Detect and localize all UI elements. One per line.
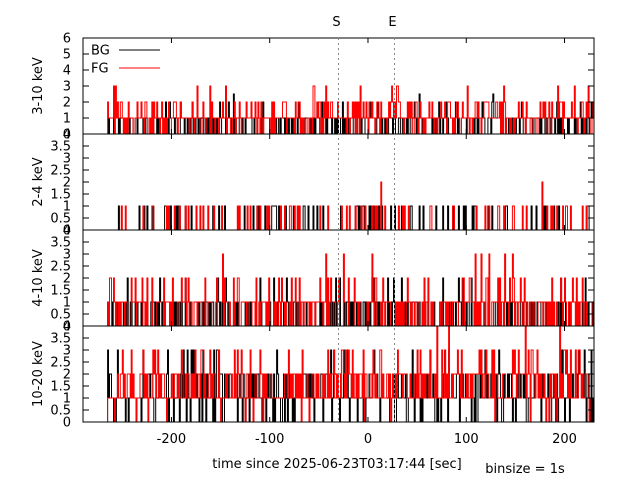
- y-tick-label: 3: [63, 248, 71, 263]
- y-tick-label: 0: [63, 320, 71, 335]
- series-fg-panel-1: [107, 181, 594, 231]
- x-axis-label: time since 2025-06-23T03:17:44 [sec]: [212, 457, 461, 472]
- series-fg-panel-3: [107, 325, 595, 423]
- y-tick-label: 4: [63, 64, 71, 79]
- panel-ylabel: 10-20 keV: [31, 341, 46, 407]
- x-tick-label: 0: [364, 432, 372, 447]
- panel-2-curves: [107, 253, 594, 327]
- y-tick-label: 3: [63, 152, 71, 167]
- panel-ylabel: 4-10 keV: [31, 249, 46, 307]
- y-tick-label: 0.5: [50, 212, 71, 227]
- y-tick-label: 2.5: [50, 260, 71, 275]
- panel-ylabel: 3-10 keV: [31, 57, 46, 115]
- marker-label-s: S: [332, 15, 340, 30]
- binsize-label: binsize = 1s: [485, 462, 565, 477]
- y-tick-label: 2: [63, 96, 71, 111]
- panel-ylabel: 2-4 keV: [31, 157, 46, 206]
- light-curves: [107, 85, 595, 423]
- y-tick-label: 2: [63, 368, 71, 383]
- panel-3-curves: [107, 325, 595, 423]
- y-tick-label: 1: [63, 296, 71, 311]
- y-tick-label: 3.5: [50, 140, 71, 155]
- y-tick-label: 3: [63, 344, 71, 359]
- legend-label-fg: FG: [91, 62, 109, 77]
- y-tick-label: 6: [63, 32, 71, 47]
- y-tick-label: 1: [63, 392, 71, 407]
- y-tick-label: 2.5: [50, 164, 71, 179]
- y-tick-label: 0: [63, 416, 71, 431]
- y-tick-label: 4: [63, 128, 71, 143]
- y-tick-label: 0: [63, 224, 71, 239]
- y-tick-label: 0: [63, 128, 71, 143]
- y-tick-label: 4: [63, 320, 71, 335]
- panel-0-curves: [107, 85, 595, 135]
- y-tick-label: 1: [63, 112, 71, 127]
- y-tick-label: 2: [63, 272, 71, 287]
- y-tick-label: 1.5: [50, 284, 71, 299]
- panel-1-curves: [107, 181, 594, 231]
- y-tick-label: 5: [63, 48, 71, 63]
- y-tick-label: 2: [63, 176, 71, 191]
- y-tick-label: 1: [63, 200, 71, 215]
- y-tick-label: 3.5: [50, 236, 71, 251]
- y-tick-label: 1.5: [50, 380, 71, 395]
- y-tick-label: 3: [63, 80, 71, 95]
- y-tick-label: 1.5: [50, 188, 71, 203]
- y-tick-label: 0.5: [50, 308, 71, 323]
- y-tick-label: 2.5: [50, 356, 71, 371]
- legend: BG FG: [91, 44, 160, 77]
- series-fg-panel-0: [107, 85, 595, 135]
- y-tick-label: 0.5: [50, 404, 71, 419]
- legend-label-bg: BG: [91, 44, 110, 59]
- x-tick-label: 100: [454, 432, 479, 447]
- x-tick-label: 200: [552, 432, 577, 447]
- y-tick-label: 4: [63, 224, 71, 239]
- x-tick-label: -100: [255, 432, 285, 447]
- y-tick-label: 3.5: [50, 332, 71, 347]
- marker-label-e: E: [388, 15, 396, 30]
- x-tick-label: -200: [157, 432, 187, 447]
